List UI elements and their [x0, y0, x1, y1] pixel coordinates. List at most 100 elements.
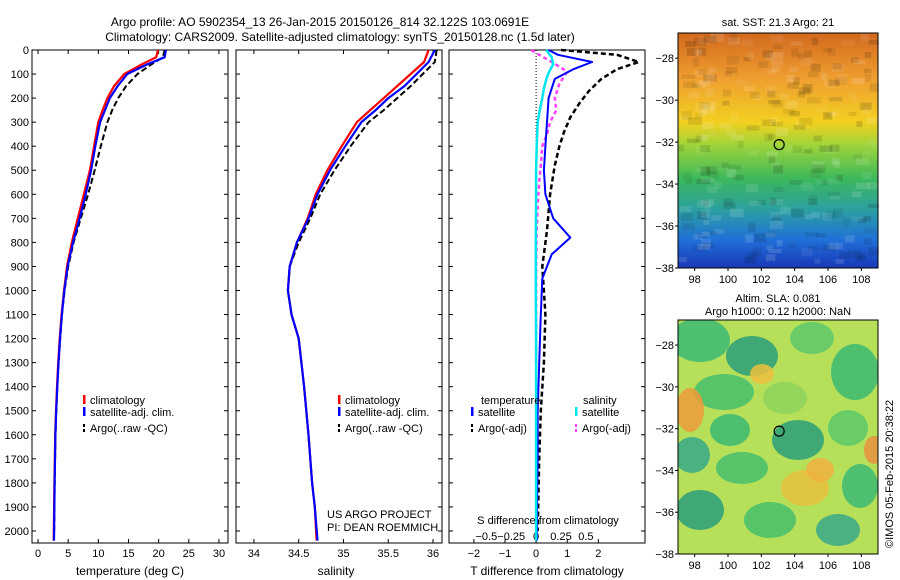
sst-texture-cell	[728, 37, 740, 45]
depth-tick-label: 1600	[5, 430, 29, 442]
diff-legend-s-argo-swatch	[575, 429, 577, 432]
sla-map-title1: Altim. SLA: 0.081	[736, 293, 821, 305]
sst-texture-cell	[770, 56, 784, 66]
sst-texture-cell	[688, 91, 700, 99]
diff-legend-t-satellite-swatch	[471, 407, 474, 416]
temperature-xlabel: temperature (deg C)	[76, 564, 184, 578]
sst-texture-cell	[682, 223, 695, 231]
s-difference-label: S difference from climatology	[477, 515, 619, 527]
sst-texture-cell	[681, 74, 696, 79]
imos-stamp: ©IMOS 05-Feb-2015 20:38:22	[884, 400, 896, 548]
sst-texture-cell	[696, 167, 707, 173]
sst-texture-cell	[829, 242, 844, 250]
sst-texture-cell	[850, 93, 858, 102]
sst-texture-cell	[695, 50, 702, 56]
sst-texture-cell	[832, 208, 843, 218]
sst-texture-cell	[865, 73, 872, 82]
sla-map-title2: Argo h1000: 0.12 h2000: NaN	[705, 306, 851, 318]
sst-texture-cell	[864, 51, 872, 59]
depth-tick-label: 0	[23, 45, 29, 57]
sst-texture-cell	[696, 178, 711, 185]
sst-texture-cell	[848, 250, 862, 259]
sst-texture-cell	[828, 96, 843, 102]
sst-texture-cell	[750, 91, 760, 99]
x-tick-label: 5	[65, 548, 71, 560]
s-tick-label: −0.5	[475, 531, 497, 543]
sst-texture-cell	[790, 41, 803, 46]
sst-texture-cell	[703, 74, 717, 82]
depth-tick-label: 1200	[5, 334, 29, 346]
s-tick-label: −0.25	[497, 531, 525, 543]
sst-texture-cell	[769, 199, 784, 206]
sst-texture-cell	[699, 134, 707, 141]
argo-position-marker	[773, 425, 785, 437]
map-frame	[677, 32, 879, 269]
sst-texture-cell	[696, 200, 711, 208]
sst-texture-cell	[729, 208, 744, 218]
sst-texture-cell	[678, 144, 685, 152]
sst-texture-cell	[780, 206, 791, 215]
sst-texture-cell	[779, 93, 788, 99]
sst-texture-cell	[797, 91, 805, 98]
sst-texture-cell	[679, 115, 689, 120]
sst-texture-cell	[813, 135, 823, 142]
sst-texture-cell	[766, 85, 776, 95]
sst-texture-cell	[806, 97, 821, 104]
sla-blob	[828, 410, 868, 446]
sst-texture-cell	[829, 195, 841, 200]
diff-legend-s-satellite-label: satellite	[582, 407, 619, 419]
depth-tick-label: 1800	[5, 478, 29, 490]
lon-tick-label: 104	[785, 560, 803, 572]
diff-temperature-argo-line	[536, 48, 641, 532]
sst-texture-cell	[707, 186, 718, 194]
sst-texture-cell	[868, 39, 880, 45]
sst-texture-cell	[706, 166, 717, 175]
temperature-legend-satellite-swatch	[83, 407, 86, 416]
lon-tick-label: 102	[752, 274, 770, 286]
sst-texture-cell	[701, 210, 711, 218]
depth-tick-label: 700	[11, 213, 29, 225]
sst-texture-cell	[823, 48, 832, 53]
sst-texture-cell	[792, 146, 803, 153]
sst-texture-cell	[772, 66, 781, 73]
sst-texture-cell	[810, 63, 821, 72]
sst-texture-cell	[795, 120, 803, 127]
sst-texture-cell	[787, 82, 799, 89]
sst-texture-cell	[768, 248, 782, 254]
depth-tick-label: 1700	[5, 454, 29, 466]
sla-blob	[816, 514, 860, 546]
sla-blob	[694, 374, 754, 410]
temperature-legend-argo-label: Argo(..raw -QC)	[90, 423, 168, 435]
sst-texture-cell	[805, 214, 813, 220]
salinity-panel: 34 34.5 35 35.5 36 salinity climatologysatelli…	[235, 49, 443, 578]
diff-legend-t-argo-swatch	[471, 424, 473, 427]
sla-blobs	[678, 320, 878, 546]
sst-texture-cell	[762, 119, 776, 127]
sst-texture-cell	[841, 40, 855, 46]
sst-texture-cell	[766, 231, 777, 238]
sst-texture-cell	[851, 191, 862, 198]
sst-texture-cell	[793, 77, 800, 85]
sst-texture-cell	[766, 254, 776, 261]
sst-texture-cell	[869, 83, 880, 92]
sst-texture-cell	[709, 132, 717, 138]
sst-texture-cell	[821, 179, 828, 186]
depth-tick-label: 600	[11, 189, 29, 201]
depth-tick-label: 2000	[5, 526, 29, 538]
diff-legend-t-satellite-label: satellite	[478, 407, 515, 419]
sst-texture-cell	[800, 182, 813, 191]
lat-tick-label: −32	[655, 424, 674, 436]
sst-texture-cell	[695, 113, 703, 119]
sst-texture-cell	[707, 231, 717, 236]
sst-texture-cell	[773, 165, 784, 174]
sst-texture-cell	[769, 211, 781, 218]
sst-texture-cell	[770, 197, 777, 206]
sla-blob	[864, 436, 878, 464]
sst-texture-cell	[769, 220, 784, 229]
sst-texture-cell	[700, 166, 711, 176]
sst-texture-cell	[861, 107, 872, 114]
sst-texture-cell	[708, 171, 719, 179]
sst-texture-cell	[823, 80, 836, 88]
sla-blob	[831, 344, 878, 400]
sst-texture-cell	[686, 47, 697, 56]
